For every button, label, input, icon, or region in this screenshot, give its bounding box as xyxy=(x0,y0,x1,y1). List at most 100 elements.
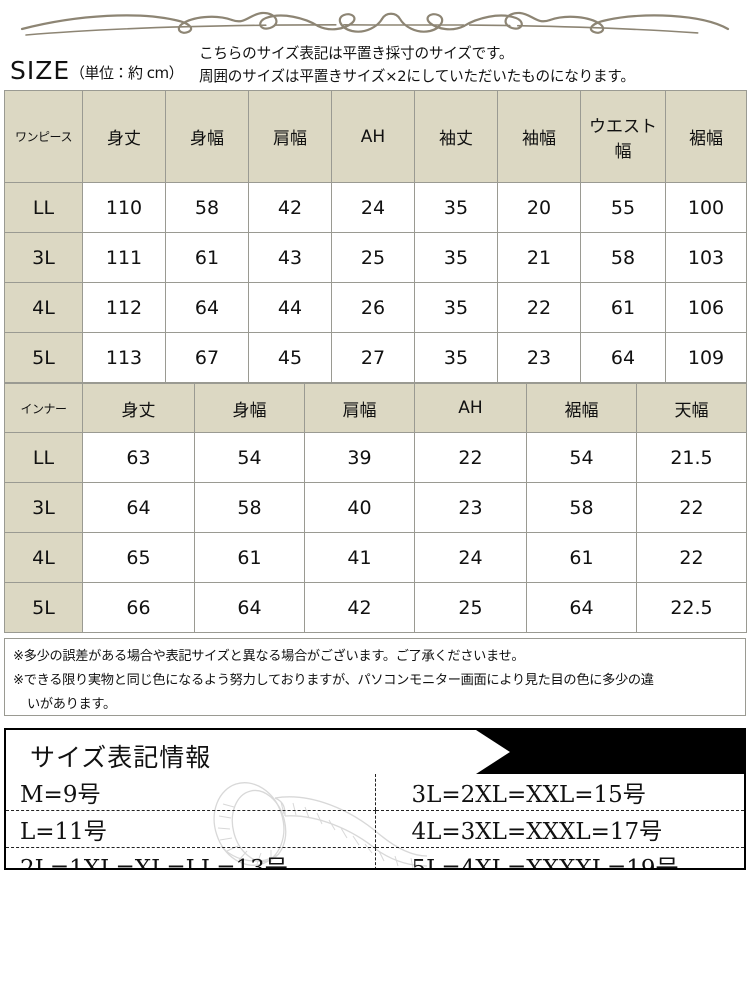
inner-table-cell: 64 xyxy=(526,582,637,633)
table-row: 5L 66 64 42 25 64 22.5 xyxy=(4,582,747,633)
inner-table-cell: 22 xyxy=(636,482,747,533)
dress-table-cell: 22 xyxy=(497,282,581,333)
dress-table-cell: 109 xyxy=(665,332,747,383)
dress-table-cell: 61 xyxy=(165,232,249,283)
dress-table-cell: 110 xyxy=(82,182,166,233)
inner-table-header-row: インナー 身丈 身幅 肩幅 AH 裾幅 天幅 xyxy=(4,383,747,433)
dress-table-cell: 58 xyxy=(165,182,249,233)
table-row: LL 110 58 42 24 35 20 55 100 xyxy=(4,182,747,233)
inner-table-cell: 39 xyxy=(304,432,415,483)
notation-row: L=11号 4L=3XL=XXXL=17号 xyxy=(6,810,744,848)
size-notation-grid: M=9号 3L=2XL=XXL=15号 L=11号 4L=3XL=XXXL=17号 2L… xyxy=(6,774,744,870)
inner-table-cell: 63 xyxy=(82,432,195,483)
notation-cell-right: 3L=2XL=XXL=15号 xyxy=(374,774,744,811)
dress-table-cell: 113 xyxy=(82,332,166,383)
inner-table-row-size-label: 4L xyxy=(4,532,83,583)
inner-table-column-header: 身幅 xyxy=(194,383,305,433)
measurement-note-line-1: こちらのサイズ表記は平置き採寸のサイズです。 xyxy=(199,45,514,62)
inner-table-column-header: 身丈 xyxy=(82,383,195,433)
caution-box: ※多少の誤差がある場合や表記サイズと異なる場合がございます。ご了承くださいませ。… xyxy=(4,638,746,716)
dress-table-row-size-label: LL xyxy=(4,182,83,233)
dress-size-table: ワンピース 身丈 身幅 肩幅 AH 袖丈 袖幅 ウエスト幅 裾幅 LL 110 58 42 24 35 20 5… xyxy=(4,90,747,383)
inner-table-cell: 41 xyxy=(304,532,415,583)
dress-table-cell: 58 xyxy=(580,232,666,283)
dress-table-cell: 43 xyxy=(248,232,332,283)
inner-table-cell: 24 xyxy=(414,532,527,583)
inner-table-cell: 66 xyxy=(82,582,195,633)
dress-table-row-size-label: 5L xyxy=(4,332,83,383)
table-row: 5L 113 67 45 27 35 23 64 109 xyxy=(4,332,747,383)
dress-table-column-header: 裾幅 xyxy=(665,90,747,183)
notation-cell-left: L=11号 xyxy=(6,810,375,848)
dress-table-cell: 44 xyxy=(248,282,332,333)
caution-line-1: ※多少の誤差がある場合や表記サイズと異なる場合がございます。ご了承くださいませ。 xyxy=(13,649,525,664)
table-row: LL 63 54 39 22 54 21.5 xyxy=(4,432,747,483)
dress-table-cell: 35 xyxy=(414,182,498,233)
table-row: 4L 112 64 44 26 35 22 61 106 xyxy=(4,282,747,333)
table-row: 3L 111 61 43 25 35 21 58 103 xyxy=(4,232,747,283)
dress-table-cell: 45 xyxy=(248,332,332,383)
caution-line-3: いがあります。 xyxy=(27,697,116,712)
inner-size-table: インナー 身丈 身幅 肩幅 AH 裾幅 天幅 LL 63 54 39 22 54 21.5 3L 64 58 40… xyxy=(4,383,747,633)
dress-table-cell: 35 xyxy=(414,282,498,333)
inner-table-cell: 25 xyxy=(414,582,527,633)
dress-table-cell: 67 xyxy=(165,332,249,383)
inner-table-cell: 58 xyxy=(526,482,637,533)
inner-table-cell: 64 xyxy=(82,482,195,533)
inner-table-cell: 61 xyxy=(526,532,637,583)
notation-row: 2L=1XL=XL=LL=13号 5L=4XL=XXXXL=19号 xyxy=(6,847,744,870)
inner-table-column-header: AH xyxy=(414,383,527,433)
inner-table-cell: 61 xyxy=(194,532,305,583)
inner-table-cell: 22.5 xyxy=(636,582,747,633)
inner-table-cell: 21.5 xyxy=(636,432,747,483)
size-notation-banner: サイズ表記情報 xyxy=(6,730,744,774)
dress-table-cell: 21 xyxy=(497,232,581,283)
inner-table-cell: 42 xyxy=(304,582,415,633)
inner-table-cell: 64 xyxy=(194,582,305,633)
measurement-note-line-2: 周囲のサイズは平置きサイズ×2にしていただいたものになります。 xyxy=(199,68,635,85)
dress-table-cell: 55 xyxy=(580,182,666,233)
dress-table-cell: 112 xyxy=(82,282,166,333)
inner-table-cell: 58 xyxy=(194,482,305,533)
dress-table-cell: 26 xyxy=(331,282,415,333)
dress-table-cell: 23 xyxy=(497,332,581,383)
dress-table-cell: 25 xyxy=(331,232,415,283)
size-notation-title: サイズ表記情報 xyxy=(30,743,212,772)
size-unit-label: （単位：約 cm） xyxy=(70,64,184,82)
inner-table-cell: 54 xyxy=(526,432,637,483)
dress-table-cell: 111 xyxy=(82,232,166,283)
notation-cell-left: 2L=1XL=XL=LL=13号 xyxy=(20,856,288,870)
dress-table-column-header: 袖丈 xyxy=(414,90,498,183)
dress-table-corner-label: ワンピース xyxy=(4,90,83,183)
notation-row: M=9号 3L=2XL=XXL=15号 xyxy=(6,774,744,811)
dress-table-column-header: 身丈 xyxy=(82,90,166,183)
inner-table-cell: 54 xyxy=(194,432,305,483)
size-notation-block: サイズ表記情報 M=9号 3L=2XL=XXL=15号 L xyxy=(4,728,746,870)
dress-table-cell: 35 xyxy=(414,232,498,283)
dress-table-cell: 106 xyxy=(665,282,747,333)
notation-cell-right: 5L=4XL=XXXXL=19号 xyxy=(374,847,744,868)
inner-table-column-header: 裾幅 xyxy=(526,383,637,433)
dress-table-cell: 64 xyxy=(580,332,666,383)
dress-table-cell: 103 xyxy=(665,232,747,283)
inner-table-cell: 40 xyxy=(304,482,415,533)
dress-table-cell: 24 xyxy=(331,182,415,233)
inner-table-cell: 65 xyxy=(82,532,195,583)
notation-cell-left: M=9号 xyxy=(6,774,375,811)
table-row: 4L 65 61 41 24 61 22 xyxy=(4,532,747,583)
size-label: SIZE xyxy=(10,56,71,85)
inner-table-row-size-label: LL xyxy=(4,432,83,483)
notation-cell-right: 4L=3XL=XXXL=17号 xyxy=(374,810,744,848)
dress-table-cell: 61 xyxy=(580,282,666,333)
inner-table-cell: 22 xyxy=(414,432,527,483)
banner-arrow-tab xyxy=(6,730,510,774)
dress-table-cell: 27 xyxy=(331,332,415,383)
dress-table-header-row: ワンピース 身丈 身幅 肩幅 AH 袖丈 袖幅 ウエスト幅 裾幅 xyxy=(4,90,747,183)
dress-table-column-header: 身幅 xyxy=(165,90,249,183)
inner-table-corner-label: インナー xyxy=(4,383,83,433)
dress-table-row-size-label: 4L xyxy=(4,282,83,333)
size-heading-block: SIZE （単位：約 cm） こちらのサイズ表記は平置き採寸のサイズです。 周囲… xyxy=(0,42,750,90)
inner-table-row-size-label: 5L xyxy=(4,582,83,633)
dress-table-cell: 20 xyxy=(497,182,581,233)
